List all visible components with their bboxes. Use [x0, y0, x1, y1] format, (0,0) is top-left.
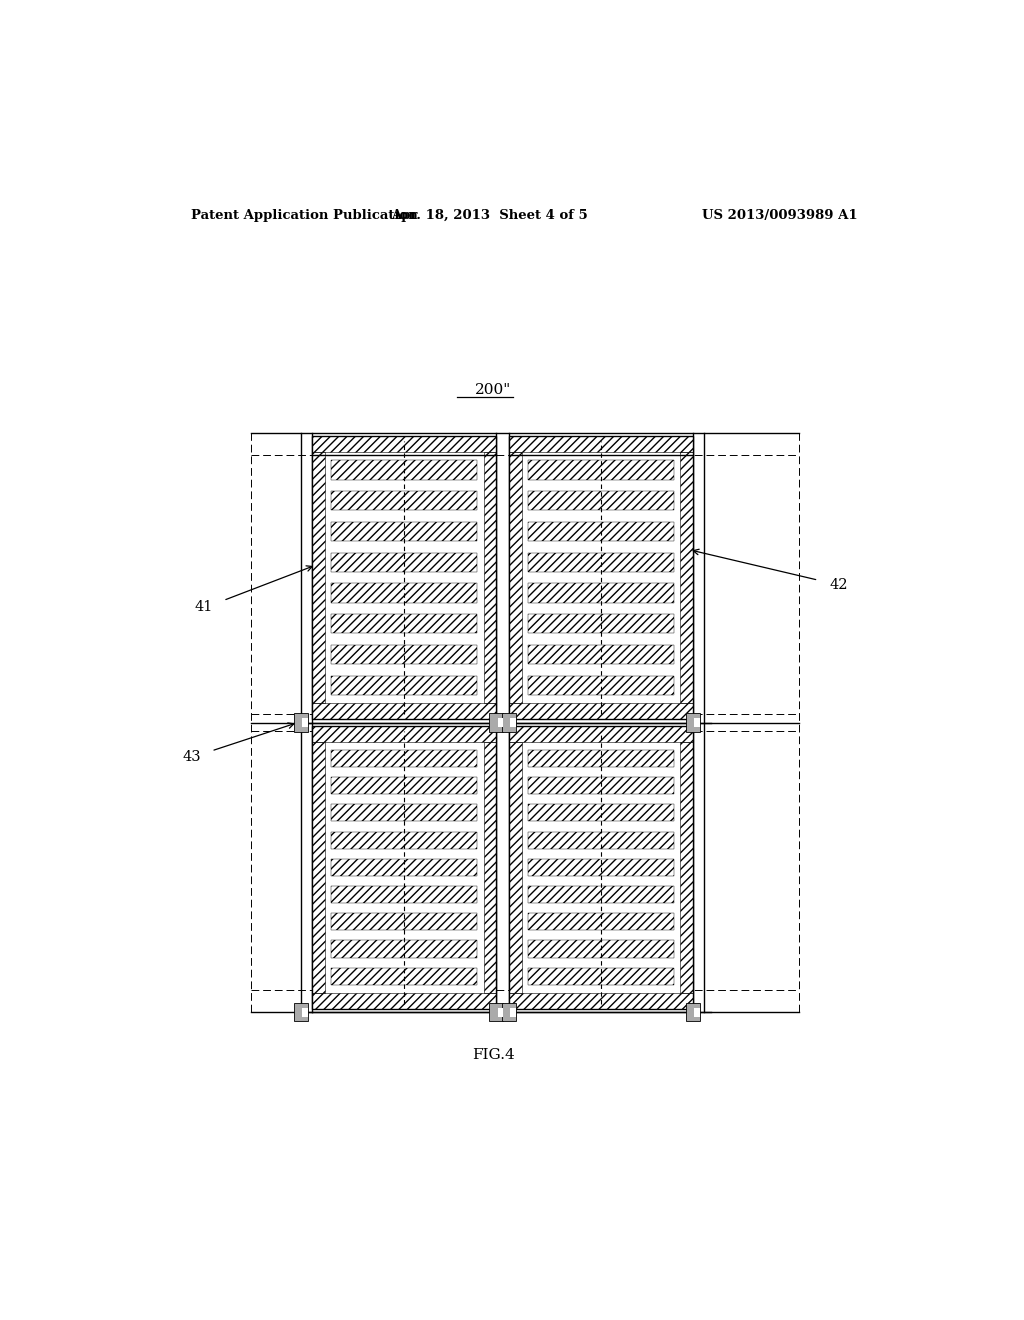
Bar — [680, 742, 693, 993]
Bar — [498, 718, 504, 727]
Bar — [509, 453, 521, 704]
Bar — [312, 436, 497, 719]
Bar — [325, 453, 483, 704]
Bar — [331, 859, 477, 876]
Bar — [331, 491, 477, 511]
Bar — [509, 742, 521, 993]
Bar — [528, 491, 674, 511]
Bar — [312, 436, 497, 453]
Bar — [294, 1003, 308, 1022]
Bar — [510, 1007, 516, 1016]
Bar — [325, 742, 483, 993]
Bar — [294, 713, 308, 731]
Text: US 2013/0093989 A1: US 2013/0093989 A1 — [702, 209, 858, 222]
Text: 43: 43 — [182, 750, 201, 764]
Bar — [680, 453, 693, 704]
Bar — [331, 777, 477, 795]
Bar — [502, 1003, 516, 1022]
Bar — [521, 742, 680, 993]
Bar — [502, 713, 516, 731]
Bar — [528, 645, 674, 664]
Bar — [528, 886, 674, 903]
Bar — [312, 742, 325, 993]
Bar — [528, 614, 674, 634]
Bar — [331, 461, 477, 479]
Bar — [521, 453, 680, 704]
Bar — [331, 940, 477, 957]
Bar — [312, 436, 497, 719]
Bar — [509, 726, 693, 1008]
Bar — [528, 859, 674, 876]
Bar — [528, 913, 674, 931]
Text: Patent Application Publication: Patent Application Publication — [191, 209, 418, 222]
Bar — [312, 993, 497, 1008]
Bar — [528, 583, 674, 603]
Bar — [694, 718, 700, 727]
Bar — [509, 726, 693, 742]
Bar — [509, 436, 693, 719]
Text: FIG.4: FIG.4 — [472, 1048, 514, 1061]
Text: 41: 41 — [195, 599, 213, 614]
Bar — [331, 614, 477, 634]
Bar — [331, 832, 477, 849]
Bar — [331, 645, 477, 664]
Bar — [686, 1003, 700, 1022]
Bar — [509, 436, 693, 719]
Bar — [528, 461, 674, 479]
Text: Apr. 18, 2013  Sheet 4 of 5: Apr. 18, 2013 Sheet 4 of 5 — [391, 209, 588, 222]
Bar — [312, 704, 497, 719]
Bar — [331, 521, 477, 541]
Bar — [489, 1003, 504, 1022]
Bar — [483, 453, 497, 704]
Bar — [331, 804, 477, 821]
Bar — [331, 553, 477, 572]
Bar — [498, 1007, 504, 1016]
Bar — [510, 718, 516, 727]
Bar — [331, 968, 477, 985]
Bar — [686, 713, 700, 731]
Bar — [302, 1007, 308, 1016]
Bar — [528, 521, 674, 541]
Bar — [489, 713, 504, 731]
Bar — [528, 832, 674, 849]
Bar — [528, 750, 674, 767]
Bar — [312, 453, 325, 704]
Text: 200": 200" — [475, 383, 511, 397]
Bar — [312, 726, 497, 1008]
Bar — [528, 804, 674, 821]
Bar — [694, 1007, 700, 1016]
Bar — [331, 676, 477, 696]
Bar — [331, 583, 477, 603]
Bar — [509, 993, 693, 1008]
Bar — [331, 886, 477, 903]
Bar — [528, 940, 674, 957]
Bar — [312, 726, 497, 1008]
Bar — [331, 750, 477, 767]
Bar — [483, 742, 497, 993]
Bar — [528, 553, 674, 572]
Bar — [302, 718, 308, 727]
Bar — [509, 726, 693, 1008]
Bar — [528, 777, 674, 795]
Bar — [509, 436, 693, 453]
Text: 42: 42 — [829, 578, 848, 593]
Bar — [528, 676, 674, 696]
Bar — [312, 726, 497, 742]
Bar — [528, 968, 674, 985]
Bar — [509, 704, 693, 719]
Bar — [331, 913, 477, 931]
